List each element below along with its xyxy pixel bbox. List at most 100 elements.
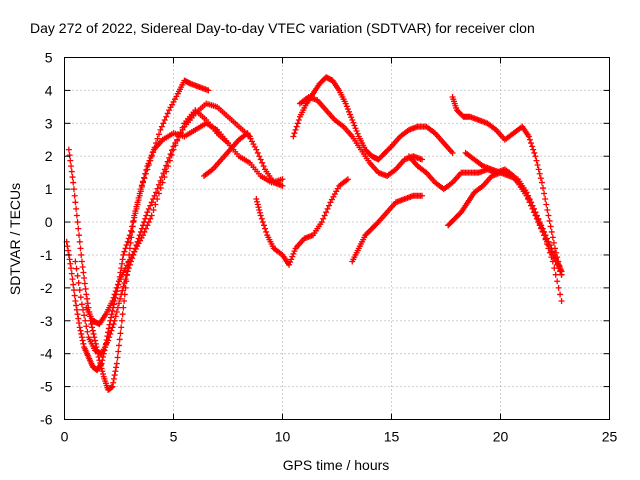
data-point (108, 327, 115, 334)
data-point (155, 131, 162, 138)
data-point (69, 276, 76, 283)
data-point (350, 119, 357, 126)
data-point (260, 222, 267, 229)
x-axis-label: GPS time / hours (283, 457, 390, 473)
data-point (121, 248, 128, 255)
data-point (344, 106, 351, 113)
data-point (525, 133, 532, 140)
data-point (73, 306, 80, 313)
data-point (163, 113, 170, 120)
x-tick-label: 5 (170, 429, 178, 445)
data-point (537, 175, 544, 182)
data-point (253, 196, 260, 203)
y-tick-label: 5 (45, 50, 53, 66)
data-point (141, 228, 148, 235)
data-point (320, 215, 327, 222)
data-point (112, 288, 119, 295)
data-point (557, 268, 564, 275)
y-tick-label: -4 (40, 346, 53, 362)
data-point (255, 204, 262, 211)
y-tick-label: 2 (45, 148, 53, 164)
y-tick-label: -5 (40, 379, 53, 395)
data-point (134, 201, 141, 208)
data-point (109, 298, 116, 305)
data-point (75, 315, 82, 322)
data-point (116, 300, 122, 307)
data-point (533, 157, 540, 164)
data-point (554, 261, 561, 268)
data-point (127, 239, 134, 246)
data-point (287, 259, 294, 266)
data-point (106, 334, 113, 341)
data-point (155, 190, 162, 197)
data-point (65, 247, 72, 254)
x-tick-label: 15 (384, 429, 400, 445)
data-point (115, 348, 122, 355)
data-point (159, 179, 166, 186)
data-point (254, 149, 261, 156)
data-point (552, 271, 559, 278)
data-point (136, 192, 143, 199)
data-point (528, 140, 535, 147)
data-point (525, 192, 532, 199)
data-point (256, 209, 263, 216)
data-point (109, 324, 116, 331)
series-arc6 (253, 176, 351, 268)
data-point (541, 190, 548, 197)
data-point (110, 379, 117, 386)
data-point (291, 248, 298, 255)
data-point (130, 219, 137, 226)
data-point (165, 163, 172, 170)
data-point (114, 281, 121, 288)
data-point (126, 232, 133, 239)
data-point (546, 217, 553, 224)
data-point (164, 110, 171, 117)
data-point (80, 269, 87, 276)
data-point (78, 258, 85, 265)
data-point (124, 268, 131, 275)
data-point (92, 337, 99, 344)
data-point (526, 196, 533, 203)
data-point (354, 130, 361, 137)
plot-frame (64, 57, 610, 420)
data-point (148, 212, 155, 219)
data-point (117, 330, 124, 337)
data-point (535, 216, 542, 223)
data-point (137, 188, 144, 195)
data-point (532, 209, 539, 216)
y-tick-label: 1 (45, 181, 53, 197)
data-point (161, 117, 168, 124)
data-point (260, 163, 267, 170)
x-tick-label: 0 (61, 429, 69, 445)
data-point (111, 372, 118, 379)
data-point (81, 312, 88, 319)
data-point (129, 223, 136, 230)
data-point (75, 279, 82, 286)
x-tick-label: 20 (493, 429, 509, 445)
data-point (79, 264, 86, 271)
data-point (122, 245, 129, 252)
data-point (84, 328, 91, 335)
data-point (100, 353, 107, 360)
data-point (326, 202, 333, 209)
data-point (150, 148, 157, 155)
data-points (63, 74, 565, 393)
data-point (558, 271, 565, 278)
data-point (554, 254, 561, 261)
data-point (142, 215, 149, 222)
data-point (82, 317, 89, 324)
data-point (74, 272, 81, 279)
data-point (119, 311, 126, 318)
data-point (118, 291, 125, 298)
data-point (141, 175, 148, 182)
data-point (68, 265, 75, 272)
data-point (175, 133, 182, 140)
data-point (120, 283, 127, 290)
data-point (541, 232, 548, 239)
data-point (135, 197, 142, 204)
data-point (544, 238, 551, 245)
data-point (531, 149, 538, 156)
data-point (259, 159, 266, 166)
data-point (67, 260, 74, 267)
chart-title: Day 272 of 2022, Sidereal Day-to-day VTE… (30, 20, 535, 36)
